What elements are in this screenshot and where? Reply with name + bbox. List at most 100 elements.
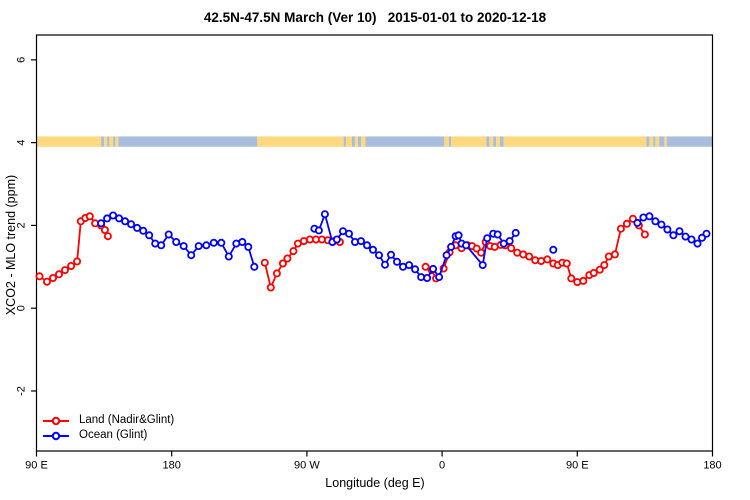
- ocean-data-point: [238, 237, 247, 246]
- ocean-data-point: [121, 217, 130, 226]
- ocean-data-point: [217, 238, 226, 247]
- land-data-point: [477, 248, 486, 257]
- ocean-data-point: [374, 251, 383, 260]
- ocean-data-point: [202, 241, 211, 250]
- ocean-data-point: [462, 241, 471, 250]
- ocean-data-point: [429, 264, 438, 273]
- ocean-data-point: [405, 261, 414, 270]
- land-series-swatch-icon: [43, 416, 69, 425]
- ocean-series-swatch-icon: [43, 431, 69, 440]
- ocean-data-point: [435, 273, 444, 282]
- land-data-point: [616, 224, 625, 233]
- map-strip-land-segment: [664, 136, 667, 147]
- land-data-point: [579, 276, 588, 285]
- land-data-point: [85, 212, 94, 221]
- map-strip-land-segment: [354, 136, 358, 147]
- land-data-point: [266, 283, 275, 292]
- ocean-data-point: [392, 257, 401, 266]
- ocean-data-point: [356, 237, 365, 246]
- map-strip-land-segment: [649, 136, 654, 147]
- land-data-point: [289, 247, 298, 256]
- y-axis-title: XCO2 - MLO trend (ppm): [4, 174, 18, 316]
- ocean-data-point: [483, 234, 492, 243]
- map-strip-ocean-segment: [659, 136, 665, 147]
- ocean-data-point: [164, 230, 173, 239]
- land-data-point: [49, 273, 58, 282]
- ocean-data-point: [368, 245, 377, 254]
- land-data-point: [595, 265, 604, 274]
- ocean-data-point: [651, 217, 660, 226]
- ocean-data-point: [127, 220, 136, 229]
- map-strip-land-segment: [109, 136, 114, 147]
- ocean-data-point: [157, 241, 166, 250]
- ocean-data-point: [380, 260, 389, 269]
- ocean-data-point: [320, 210, 329, 219]
- ocean-data-point: [681, 232, 690, 241]
- ocean-data-point: [669, 231, 678, 240]
- map-strip-ocean-segment: [486, 136, 490, 147]
- land-data-point: [610, 250, 619, 259]
- ocean-data-point: [411, 265, 420, 274]
- ocean-data-point: [505, 237, 514, 246]
- ocean-data-point: [179, 242, 188, 251]
- ocean-data-point: [224, 252, 233, 261]
- x-tick-label: 90 W: [294, 460, 320, 472]
- ocean-data-point: [97, 219, 106, 228]
- y-tick-label: 0: [16, 305, 28, 311]
- ocean-data-point: [103, 214, 112, 223]
- map-strip-land-segment: [503, 136, 647, 147]
- land-data-point: [278, 259, 287, 268]
- ocean-data-point: [115, 214, 124, 223]
- map-strip-land-segment: [496, 136, 500, 147]
- land-data-point: [61, 266, 70, 275]
- land-data-point: [600, 261, 609, 270]
- ocean-data-point: [702, 229, 711, 238]
- map-strip-ocean-segment: [343, 136, 346, 147]
- map-strip-ocean-segment: [499, 136, 504, 147]
- map-strip-ocean-segment: [653, 136, 656, 147]
- legend-label-ocean: Ocean (Glint): [79, 429, 148, 441]
- ocean-data-point: [133, 223, 142, 232]
- ocean-data-point: [687, 235, 696, 244]
- ocean-data-point: [478, 261, 487, 270]
- ocean-data-point: [423, 273, 432, 282]
- land-data-point: [55, 270, 64, 279]
- map-strip-ocean-segment: [448, 136, 452, 147]
- map-strip-land-segment: [257, 136, 344, 147]
- land-data-point: [100, 225, 109, 234]
- map-strip-ocean-segment: [666, 136, 713, 147]
- land-data-point: [103, 232, 112, 241]
- x-tick-label: 90 E: [566, 460, 589, 472]
- plot-border: [35, 34, 714, 452]
- land-data-point: [272, 269, 281, 278]
- land-data-point: [525, 252, 534, 261]
- chart-title: 42.5N-47.5N March (Ver 10) 2015-01-01 to…: [203, 10, 547, 25]
- ocean-series-line: [636, 215, 708, 245]
- x-tick-label: 180: [703, 460, 721, 472]
- map-strip-land-segment: [345, 136, 352, 147]
- y-tick-label: 6: [16, 57, 28, 63]
- ocean-data-point: [549, 245, 558, 254]
- x-tick-label: 90 E: [25, 460, 48, 472]
- map-strip-land-segment: [360, 136, 366, 147]
- land-data-point: [640, 230, 649, 239]
- y-tick-label: 4: [16, 140, 28, 146]
- legend-row-ocean: Ocean (Glint): [42, 428, 174, 443]
- land-data-point: [507, 244, 516, 253]
- ocean-data-point: [250, 262, 259, 271]
- ocean-data-point: [194, 242, 203, 251]
- legend: Land (Nadir&Glint) Ocean (Glint): [42, 413, 174, 443]
- map-strip-ocean-segment: [646, 136, 650, 147]
- map-strip-ocean-segment: [107, 136, 110, 147]
- land-data-point: [421, 262, 430, 271]
- x-tick-label: 180: [163, 460, 181, 472]
- ocean-data-point: [645, 212, 654, 221]
- land-data-point: [73, 257, 82, 266]
- ocean-data-point: [139, 226, 148, 235]
- ocean-data-point: [442, 251, 451, 260]
- x-tick-label: 0: [439, 460, 445, 472]
- ocean-data-point: [145, 231, 154, 240]
- land-data-point: [562, 259, 571, 268]
- ocean-data-point: [657, 220, 666, 229]
